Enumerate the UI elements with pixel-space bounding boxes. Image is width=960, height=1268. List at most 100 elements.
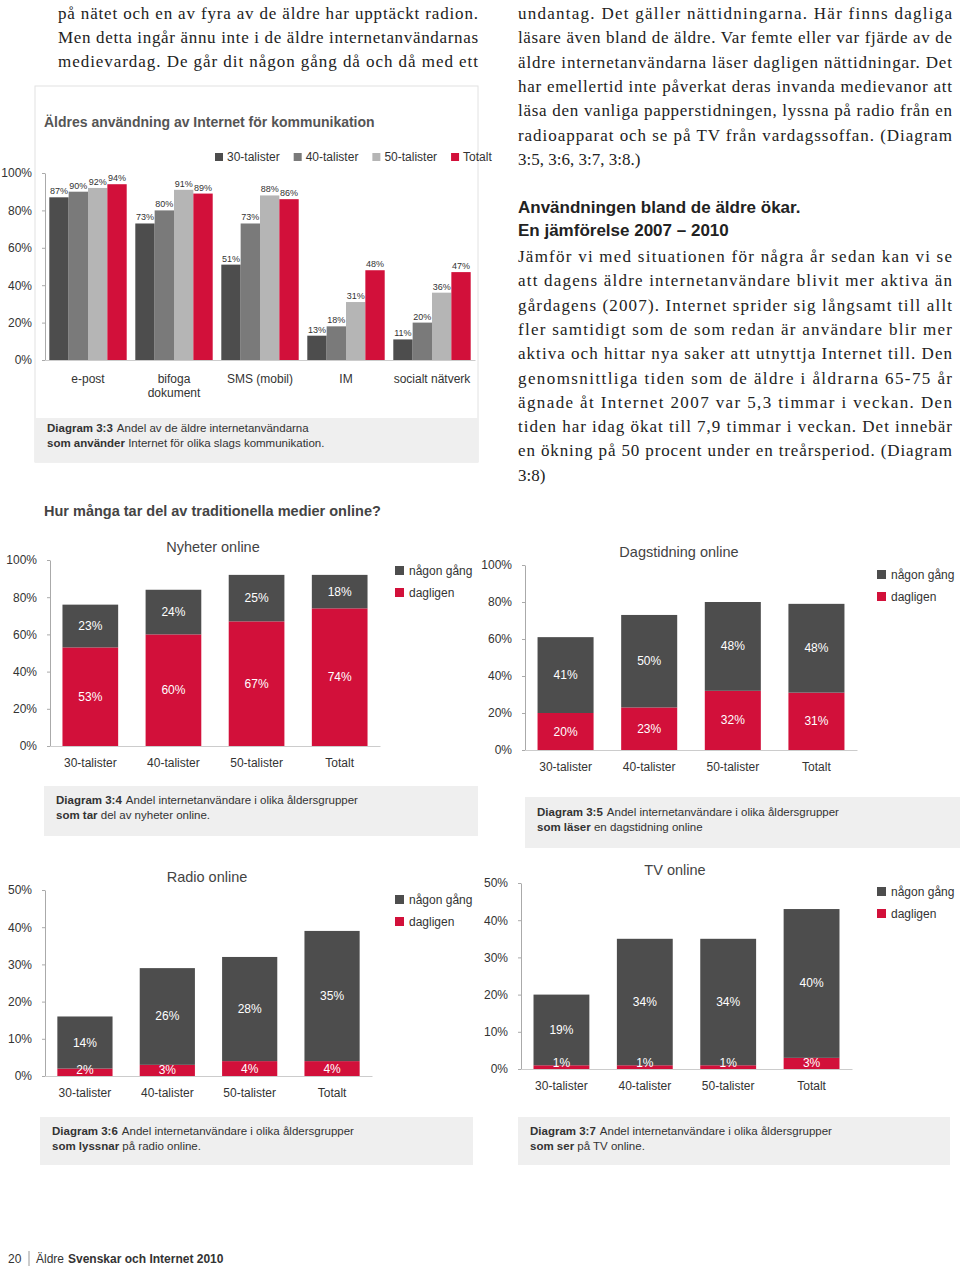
y-tick-mark xyxy=(518,920,521,921)
y-tick-mark xyxy=(42,173,45,174)
legend-label: Totalt xyxy=(463,150,492,164)
body-text-line: en ökning på 50 procent under en treårsp… xyxy=(518,441,952,460)
y-tick: 10% xyxy=(8,1032,45,1046)
y-tick-label: 40% xyxy=(8,279,32,293)
legend-swatch xyxy=(395,566,404,575)
y-tick-mark xyxy=(47,672,50,673)
axis-line xyxy=(521,884,522,1070)
caption-line: Diagram 3:6Andel internetanvändare i oli… xyxy=(52,1125,354,1137)
data-label: 86% xyxy=(280,188,298,198)
data-label: 3% xyxy=(159,1063,177,1077)
bar xyxy=(49,197,68,360)
y-tick-label: 80% xyxy=(13,591,37,605)
x-tick-label-line: 30-talister xyxy=(535,1079,588,1093)
bar xyxy=(307,336,326,360)
legend-swatch xyxy=(395,588,404,597)
y-tick-mark xyxy=(42,248,45,249)
bar-segment xyxy=(538,713,594,750)
data-label: 11% xyxy=(394,328,411,338)
x-tick: IM xyxy=(339,360,352,386)
legend-label: dagligen xyxy=(891,907,936,921)
data-label: 23% xyxy=(637,722,661,736)
data-label: 4% xyxy=(241,1062,259,1076)
y-tick: 50% xyxy=(484,876,521,890)
bar xyxy=(69,192,88,360)
y-tick-mark xyxy=(47,746,50,747)
bar-segment xyxy=(621,707,677,750)
y-tick-label: 40% xyxy=(8,921,32,935)
bar-segment xyxy=(705,691,761,750)
bar-segment xyxy=(229,621,285,746)
data-label: 41% xyxy=(554,668,578,682)
background xyxy=(0,0,960,1268)
x-tick-label: 30-talister xyxy=(535,1079,588,1093)
y-tick-mark xyxy=(522,676,525,677)
x-tick: e-post xyxy=(71,360,105,386)
caption-label: Diagram 3:5 xyxy=(537,806,603,818)
legend-label: dagligen xyxy=(409,586,454,600)
x-tick: 30-talister xyxy=(64,746,117,770)
legend-swatch xyxy=(877,570,886,579)
chart-panel xyxy=(35,86,478,462)
bar xyxy=(174,190,193,360)
caption-text: Andel internetanvändare i olika åldersgr… xyxy=(126,794,358,806)
legend: någon gångdagligen xyxy=(395,893,472,929)
caption-emphasis: som lyssnar xyxy=(52,1140,120,1152)
plot-marks xyxy=(534,909,840,1069)
bar xyxy=(88,188,107,360)
bar-segment xyxy=(705,602,761,691)
footer-title-plain: Äldre xyxy=(36,1252,64,1266)
caption-emphasis: som ser xyxy=(530,1140,575,1152)
chart: Diagram 3:4Andel internetanvändare i oli… xyxy=(6,539,478,836)
axis-line xyxy=(46,1076,373,1077)
data-label: 28% xyxy=(238,1002,262,1016)
legend-label: dagligen xyxy=(409,915,454,929)
y-tick: 80% xyxy=(8,204,45,218)
y-tick-mark xyxy=(522,713,525,714)
y-tick-label: 20% xyxy=(488,706,512,720)
chart: Diagram 3:3Andel av de äldre internetanv… xyxy=(1,86,492,462)
legend-label: någon gång xyxy=(891,568,954,582)
data-label: 90% xyxy=(69,181,87,191)
bar-segment xyxy=(617,939,673,1065)
chart: Diagram 3:6Andel internetanvändare i oli… xyxy=(8,869,473,1165)
data-label: 48% xyxy=(366,259,384,269)
x-axis: 30-talister40-talister50-talisterTotalt xyxy=(522,1069,853,1093)
legend: någon gångdagligen xyxy=(877,885,954,921)
page: på nätet och en av fyra av de äldre har … xyxy=(0,0,960,1268)
y-tick-mark xyxy=(42,360,45,361)
caption-line: Diagram 3:4Andel internetanvändare i oli… xyxy=(56,794,358,806)
legend-label: 50-talister xyxy=(384,150,437,164)
y-tick: 0% xyxy=(20,739,50,753)
y-tick: 0% xyxy=(15,1069,45,1083)
bar xyxy=(432,293,451,360)
legend-swatch xyxy=(395,895,404,904)
y-tick-mark xyxy=(518,1032,521,1033)
bar-segment xyxy=(304,931,359,1061)
data-label: 19% xyxy=(549,1023,573,1037)
footer-title-bold: Svenskar och Internet 2010 xyxy=(68,1252,224,1266)
x-tick: 30-talister xyxy=(59,1076,112,1100)
data-label: 53% xyxy=(78,690,102,704)
heading: En jämförelse 2007 – 2010 xyxy=(518,221,729,240)
y-tick-label: 100% xyxy=(1,166,32,180)
caption-label: Diagram 3:3 xyxy=(47,422,113,434)
x-axis: e-postbifogadokumentSMS (mobil)IMsocialt… xyxy=(46,360,476,400)
data-label: 89% xyxy=(194,183,212,193)
data-label: 34% xyxy=(633,995,657,1009)
x-tick: Totalt xyxy=(318,1076,347,1100)
body-text-line: har emellertid inte påverkat deras invan… xyxy=(518,77,952,96)
x-tick-label: socialt nätverk xyxy=(394,372,472,386)
x-tick-label-line: 40-talister xyxy=(618,1079,671,1093)
body-text-line: Jämför vi med situationen för några år s… xyxy=(518,247,952,266)
body-text-line: medievardag. De går dit någon gång då oc… xyxy=(58,52,478,71)
y-tick-label: 60% xyxy=(8,241,32,255)
legend: någon gångdagligen xyxy=(395,564,472,600)
bar-segment xyxy=(304,1061,359,1076)
x-tick-label: 50-talister xyxy=(223,1086,276,1100)
bar xyxy=(193,194,212,360)
y-tick: 60% xyxy=(8,241,45,255)
legend-swatch xyxy=(451,153,459,161)
y-tick-label: 20% xyxy=(13,702,37,716)
chart-title: Äldres användning av Internet för kommun… xyxy=(44,114,375,130)
